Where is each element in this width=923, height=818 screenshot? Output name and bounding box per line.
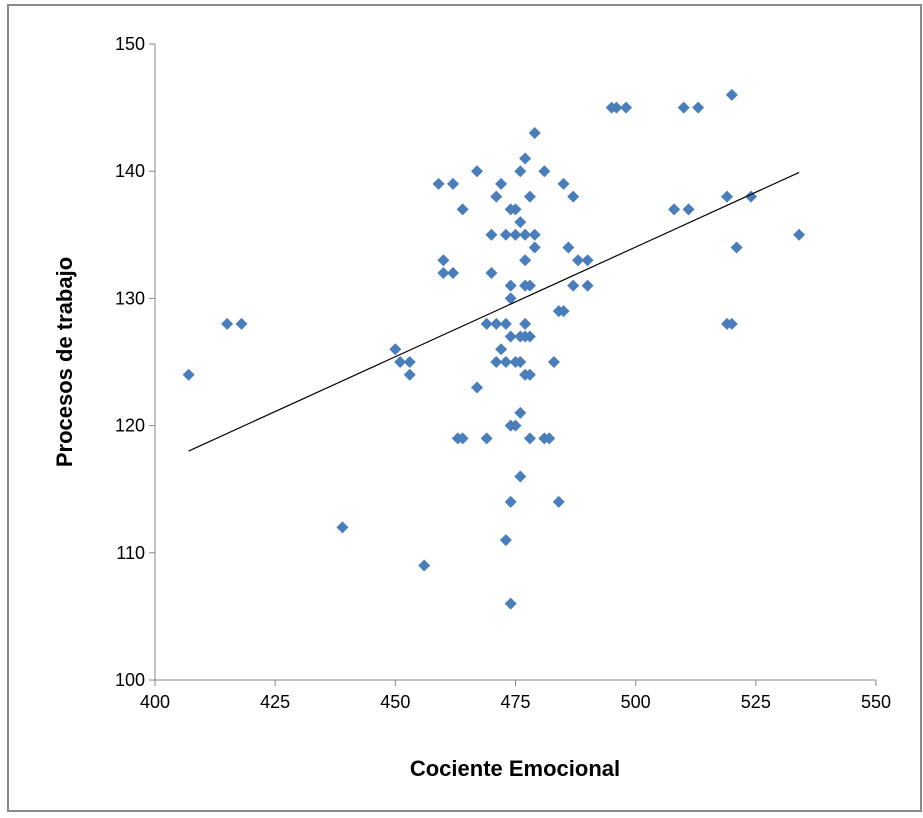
point xyxy=(523,190,536,203)
frame xyxy=(7,4,922,812)
point xyxy=(403,368,416,381)
x-tick-label: 500 xyxy=(621,692,651,712)
point xyxy=(519,254,532,267)
point xyxy=(403,356,416,368)
point xyxy=(389,343,402,356)
point xyxy=(447,266,460,279)
point xyxy=(235,317,248,330)
point xyxy=(538,165,551,178)
point xyxy=(523,432,536,445)
point xyxy=(620,101,633,114)
point xyxy=(730,241,743,254)
point xyxy=(567,190,580,203)
y-tick-label: 140 xyxy=(115,161,145,181)
point xyxy=(499,317,512,330)
x-tick-label: 425 xyxy=(260,692,290,712)
point xyxy=(509,203,522,216)
point xyxy=(514,216,527,229)
point xyxy=(495,343,508,356)
point xyxy=(495,177,508,190)
y-tick-label: 110 xyxy=(116,543,145,563)
x-tick-label: 475 xyxy=(500,692,530,712)
point xyxy=(610,101,623,114)
point xyxy=(480,432,493,445)
point xyxy=(447,177,460,190)
point xyxy=(677,101,690,114)
point xyxy=(456,203,469,216)
point xyxy=(456,432,469,445)
point xyxy=(557,305,570,318)
point xyxy=(504,597,517,610)
x-tick-label: 450 xyxy=(380,692,410,712)
point xyxy=(528,127,541,140)
point xyxy=(437,266,450,279)
point xyxy=(485,266,498,279)
point xyxy=(523,279,536,292)
point xyxy=(581,279,594,292)
point xyxy=(552,495,565,508)
point xyxy=(499,534,512,547)
point xyxy=(543,432,556,445)
point xyxy=(504,279,517,292)
point xyxy=(668,203,681,216)
point xyxy=(581,254,594,267)
point xyxy=(336,521,349,534)
point xyxy=(519,317,532,330)
y-tick-label: 150 xyxy=(115,34,145,54)
point xyxy=(432,177,445,190)
point xyxy=(562,241,575,254)
point xyxy=(519,228,532,241)
point xyxy=(471,165,484,178)
point xyxy=(437,254,450,267)
point xyxy=(509,228,522,241)
point xyxy=(519,152,532,165)
point xyxy=(499,356,512,368)
point xyxy=(471,381,484,394)
point xyxy=(547,356,560,368)
y-tick-label: 100 xyxy=(115,670,145,690)
y-tick-label: 130 xyxy=(115,288,145,308)
point xyxy=(418,559,431,572)
point xyxy=(523,330,536,343)
point xyxy=(221,317,234,330)
point xyxy=(725,317,738,330)
point xyxy=(514,165,527,178)
point xyxy=(514,406,527,419)
point xyxy=(692,101,705,114)
point xyxy=(490,190,503,203)
point xyxy=(504,292,517,305)
point xyxy=(182,368,195,381)
point xyxy=(528,228,541,241)
point xyxy=(509,419,522,432)
y-tick-label: 120 xyxy=(115,416,145,436)
x-tick-label: 525 xyxy=(741,692,771,712)
y-axis-label: Procesos de trabajo xyxy=(52,257,77,467)
point xyxy=(567,279,580,292)
point xyxy=(725,88,738,101)
point xyxy=(485,228,498,241)
x-tick-label: 550 xyxy=(861,692,891,712)
point xyxy=(682,203,695,216)
point xyxy=(514,356,527,368)
point xyxy=(490,356,503,368)
x-tick-label: 400 xyxy=(140,692,170,712)
point xyxy=(394,356,407,368)
point xyxy=(504,495,517,508)
x-axis-label: Cociente Emocional xyxy=(410,756,620,781)
point xyxy=(480,317,493,330)
point xyxy=(720,190,733,203)
point xyxy=(793,228,806,241)
point xyxy=(528,241,541,254)
point xyxy=(499,228,512,241)
trendline xyxy=(188,171,800,452)
point xyxy=(557,177,570,190)
point xyxy=(571,254,584,267)
point xyxy=(523,368,536,381)
point xyxy=(490,317,503,330)
point xyxy=(504,330,517,343)
point xyxy=(514,470,527,483)
